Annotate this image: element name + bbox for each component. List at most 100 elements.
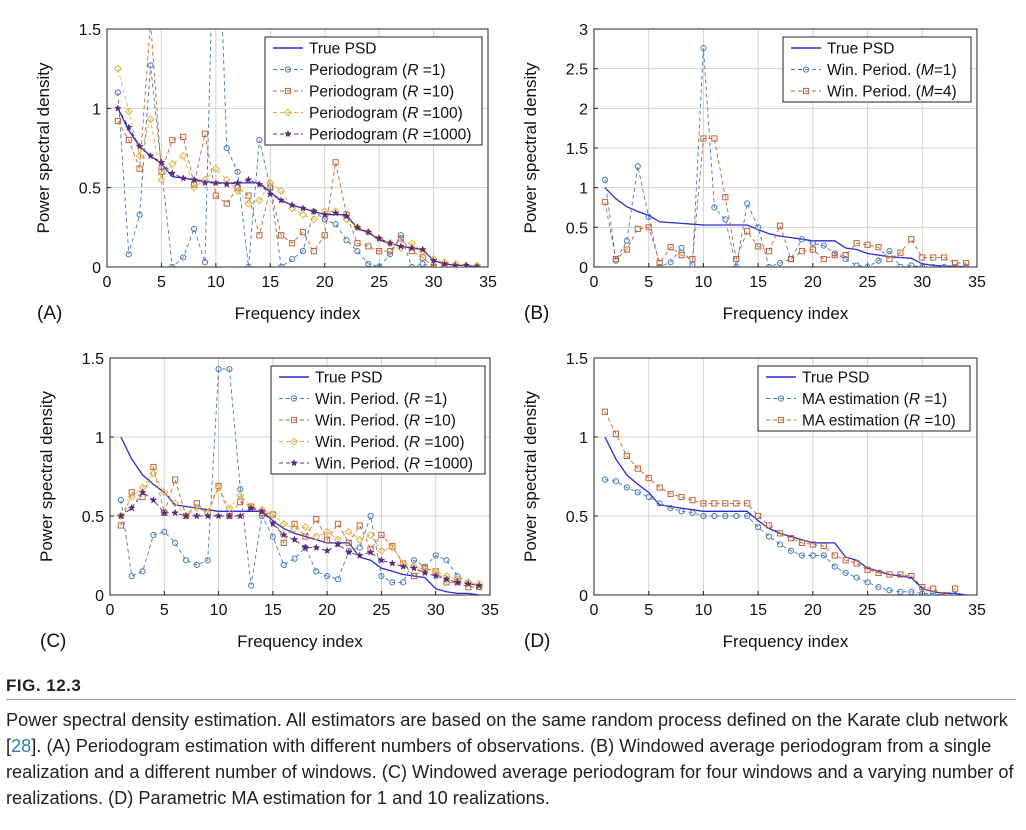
chart-panel-0: 0 5 10 15 20 25 30 35 0 0.5 1 1.5 Frequency index Pow…: [34, 22, 497, 324]
data-point: [733, 263, 740, 267]
data-point: [244, 199, 253, 208]
data-point: [331, 208, 340, 217]
data-point: [464, 579, 473, 588]
x-tick-label: 10: [695, 602, 713, 619]
legend-marker: [802, 87, 810, 95]
legend-entry: Win. Period. (R =10): [315, 413, 456, 430]
series-line-true-psd: [604, 187, 967, 267]
y-tick-label: 0: [92, 260, 101, 277]
legend-entry-variable: R: [909, 391, 920, 408]
data-point: [364, 228, 373, 236]
data-point: [236, 491, 245, 500]
data-point: [418, 245, 427, 253]
data-point: [214, 511, 223, 520]
data-point: [179, 151, 188, 160]
data-point: [192, 504, 201, 513]
data-point: [798, 552, 806, 559]
data-point: [722, 194, 729, 201]
x-tick-label: 30: [913, 274, 931, 291]
data-point: [765, 533, 773, 540]
data-point: [776, 259, 784, 267]
legend-marker: [283, 108, 293, 117]
data-point: [952, 263, 959, 267]
data-point: [192, 511, 201, 520]
data-point: [149, 469, 158, 478]
data-point: [258, 507, 266, 515]
legend-entry: Periodogram (R =100): [309, 105, 463, 122]
data-point: [377, 556, 386, 564]
panel-label: (C): [40, 631, 66, 652]
data-point: [201, 130, 209, 137]
data-point: [127, 493, 136, 502]
data-point: [310, 248, 317, 255]
data-point: [634, 465, 641, 472]
legend-box: [270, 365, 486, 475]
x-tick-label: 10: [207, 274, 225, 291]
data-point: [853, 240, 860, 247]
y-tick-label: 1: [95, 430, 104, 447]
data-point: [223, 200, 230, 207]
data-point: [321, 232, 328, 239]
data-point: [114, 117, 121, 125]
data-point: [180, 133, 187, 140]
legend-entry-variable: R: [409, 391, 420, 408]
data-point: [290, 524, 299, 533]
data-point: [223, 144, 230, 152]
data-point: [711, 135, 718, 142]
legend-marker: [290, 395, 298, 402]
data-point: [689, 497, 696, 504]
data-point: [200, 178, 209, 187]
legend-entry: True PSD: [827, 41, 894, 58]
data-point: [820, 255, 827, 263]
data-point: [601, 176, 609, 183]
citation-link[interactable]: 28: [11, 736, 32, 756]
data-point: [309, 207, 318, 215]
data-point: [634, 225, 641, 233]
data-point: [809, 552, 816, 559]
data-point: [288, 204, 297, 213]
data-point: [334, 576, 342, 583]
figure-label: FIG. 12.3: [6, 676, 82, 695]
data-point: [366, 548, 375, 556]
data-point: [886, 255, 893, 263]
data-point: [787, 535, 795, 542]
legend-entry: Win. Period. (M=4): [827, 84, 957, 101]
data-point: [842, 255, 849, 263]
data-point: [941, 254, 948, 261]
data-point: [930, 254, 937, 261]
plot-frame: [106, 28, 489, 268]
legend-entry-value: =1000): [418, 127, 471, 144]
data-point: [831, 563, 838, 570]
legend-entry: MA estimation (R =1): [802, 391, 947, 408]
data-point: [354, 248, 361, 255]
data-point: [711, 512, 718, 520]
x-tick-label: 0: [103, 274, 112, 291]
panel-label: (D): [524, 631, 550, 652]
data-point: [280, 561, 287, 569]
data-point: [667, 490, 674, 497]
data-point: [623, 246, 630, 253]
legend-entry-variable: R: [409, 456, 420, 473]
data-point: [277, 196, 286, 204]
data-point: [744, 512, 751, 520]
data-point: [919, 590, 926, 595]
data-point: [623, 452, 630, 460]
data-point: [193, 500, 200, 507]
data-point: [190, 175, 198, 184]
legend-entry-value: =100): [418, 105, 462, 122]
x-tick-label: 25: [370, 274, 388, 291]
data-point: [678, 244, 685, 252]
y-tick-label: 0: [579, 260, 588, 277]
data-point: [601, 476, 609, 483]
data-point: [334, 540, 342, 548]
data-point: [853, 262, 860, 267]
data-point: [376, 248, 383, 255]
data-point: [853, 574, 860, 581]
data-point: [248, 582, 255, 589]
data-point: [864, 241, 871, 248]
data-point: [623, 484, 630, 491]
legend-entry-prefix: Win. Period. (: [827, 62, 922, 79]
data-point: [278, 263, 285, 267]
data-point: [451, 261, 460, 267]
